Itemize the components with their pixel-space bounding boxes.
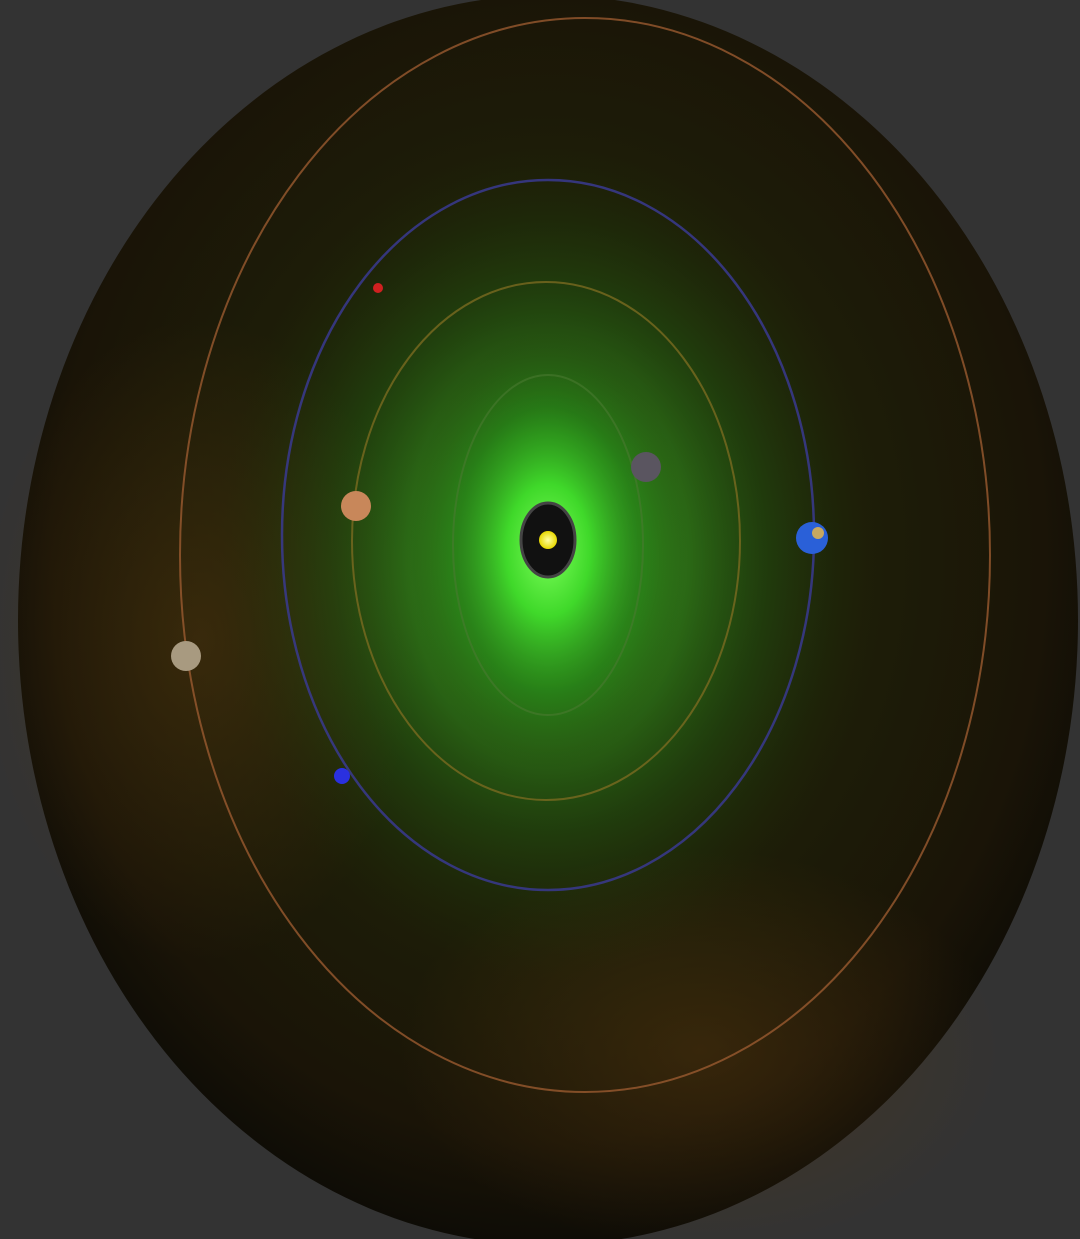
planet [334,768,350,784]
sun [539,531,557,549]
planet [631,452,661,482]
planet [796,522,828,554]
orbit [351,281,741,801]
orbit [179,17,991,1093]
planet [171,641,201,671]
planet-surface [812,527,824,539]
planet [341,491,371,521]
planet [373,283,383,293]
orbit [452,374,644,716]
